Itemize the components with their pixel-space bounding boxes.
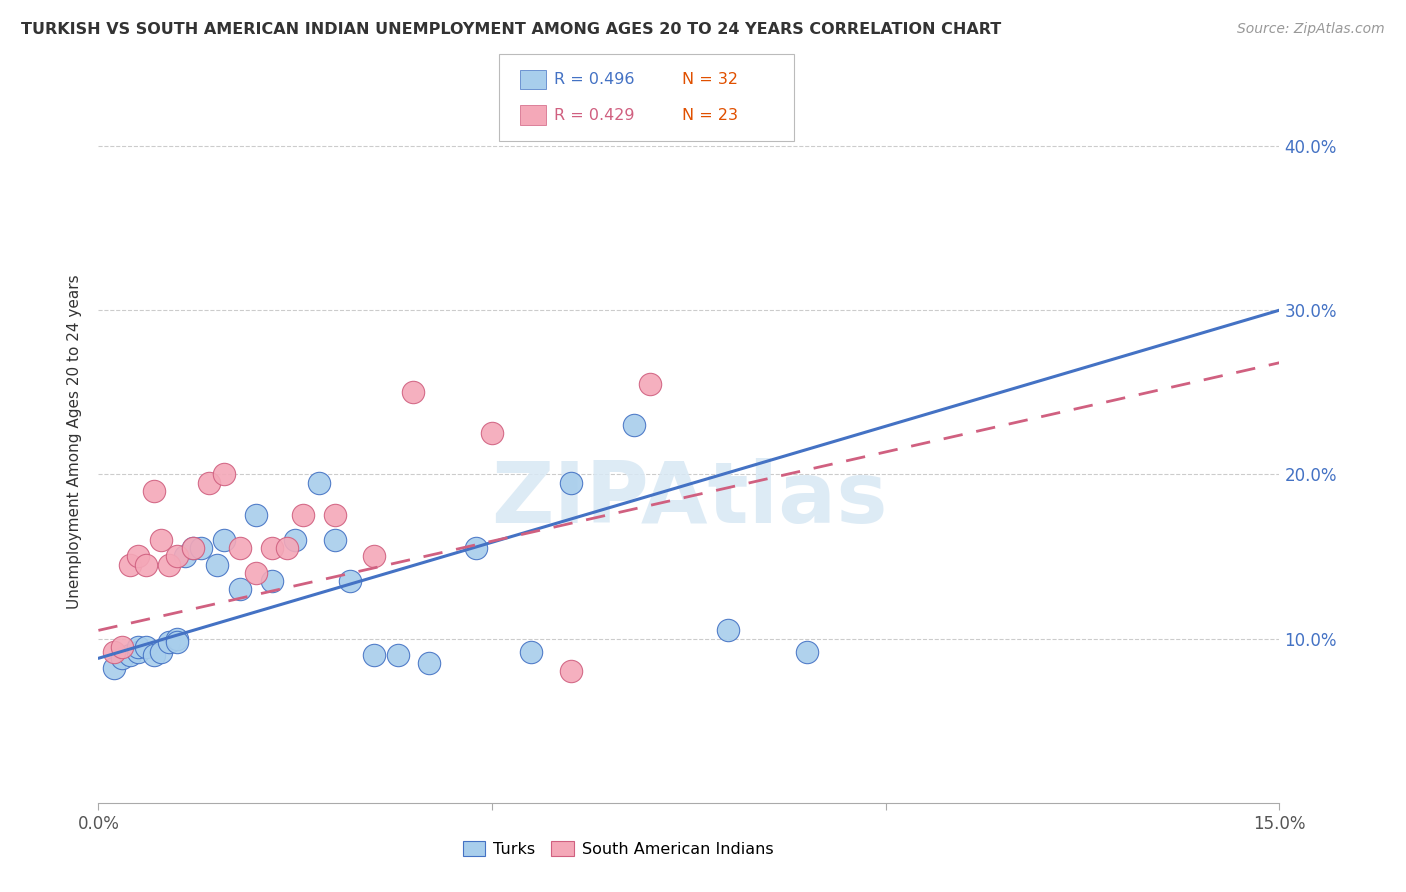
Point: [284, 533, 307, 547]
Text: Source: ZipAtlas.com: Source: ZipAtlas.com: [1237, 22, 1385, 37]
Point: [118, 648, 141, 662]
Point: [174, 549, 197, 564]
Point: [465, 541, 488, 556]
Point: [190, 541, 212, 556]
Point: [142, 648, 165, 662]
Point: [111, 651, 134, 665]
Point: [260, 574, 283, 588]
Text: TURKISH VS SOUTH AMERICAN INDIAN UNEMPLOYMENT AMONG AGES 20 TO 24 YEARS CORRELAT: TURKISH VS SOUTH AMERICAN INDIAN UNEMPLO…: [21, 22, 1001, 37]
Point: [229, 582, 252, 597]
Point: [520, 645, 543, 659]
Text: R = 0.429: R = 0.429: [554, 108, 634, 122]
Point: [560, 475, 582, 490]
Point: [292, 508, 315, 523]
Point: [118, 558, 141, 572]
Point: [363, 549, 385, 564]
Point: [245, 566, 267, 580]
Point: [481, 426, 503, 441]
Text: R = 0.496: R = 0.496: [554, 72, 634, 87]
Point: [796, 645, 818, 659]
Point: [157, 558, 180, 572]
Point: [229, 541, 252, 556]
Point: [402, 385, 425, 400]
Point: [214, 467, 236, 482]
Point: [103, 661, 125, 675]
Point: [339, 574, 361, 588]
Point: [150, 645, 173, 659]
Point: [387, 648, 409, 662]
Point: [157, 635, 180, 649]
Point: [127, 640, 149, 654]
Point: [142, 483, 165, 498]
Point: [418, 657, 440, 671]
Point: [127, 645, 149, 659]
Point: [197, 475, 219, 490]
Point: [323, 533, 346, 547]
Point: [323, 508, 346, 523]
Point: [135, 558, 157, 572]
Point: [166, 549, 188, 564]
Point: [205, 558, 228, 572]
Point: [127, 549, 149, 564]
Point: [276, 541, 298, 556]
Text: N = 32: N = 32: [682, 72, 738, 87]
Point: [214, 533, 236, 547]
Point: [623, 418, 645, 433]
Point: [260, 541, 283, 556]
Point: [363, 648, 385, 662]
Text: N = 23: N = 23: [682, 108, 738, 122]
Text: ZIPAtlas: ZIPAtlas: [491, 458, 887, 541]
Point: [150, 533, 173, 547]
Point: [308, 475, 330, 490]
Point: [181, 541, 204, 556]
Point: [638, 377, 661, 392]
Point: [245, 508, 267, 523]
Point: [111, 640, 134, 654]
Y-axis label: Unemployment Among Ages 20 to 24 years: Unemployment Among Ages 20 to 24 years: [67, 274, 83, 609]
Point: [181, 541, 204, 556]
Legend: Turks, South American Indians: Turks, South American Indians: [457, 835, 780, 863]
Point: [166, 635, 188, 649]
Point: [560, 665, 582, 679]
Point: [103, 645, 125, 659]
Point: [135, 640, 157, 654]
Point: [717, 624, 740, 638]
Point: [166, 632, 188, 646]
